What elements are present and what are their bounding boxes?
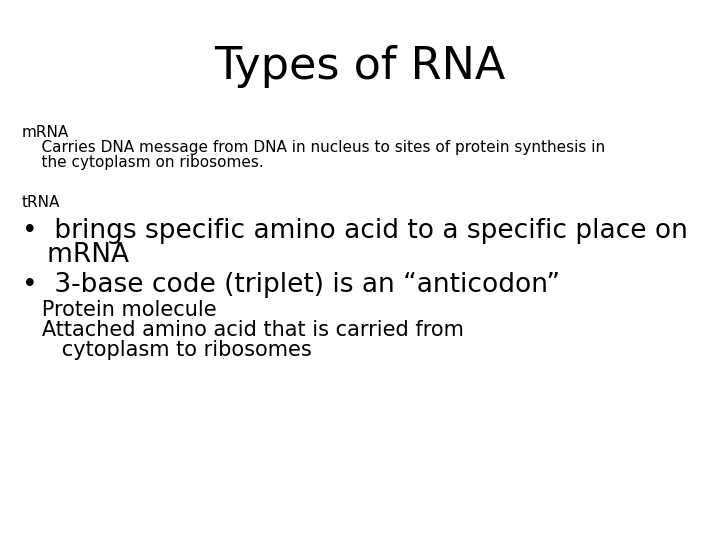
Text: tRNA: tRNA [22, 195, 60, 210]
Text: the cytoplasm on ribosomes.: the cytoplasm on ribosomes. [22, 155, 264, 170]
Text: Protein molecule: Protein molecule [22, 300, 217, 320]
Text: mRNA: mRNA [22, 242, 129, 268]
Text: Carries DNA message from DNA in nucleus to sites of protein synthesis in: Carries DNA message from DNA in nucleus … [22, 140, 605, 155]
Text: Types of RNA: Types of RNA [215, 45, 505, 88]
Text: •  3-base code (triplet) is an “anticodon”: • 3-base code (triplet) is an “anticodon… [22, 272, 560, 298]
Text: cytoplasm to ribosomes: cytoplasm to ribosomes [22, 340, 312, 360]
Text: •  brings specific amino acid to a specific place on: • brings specific amino acid to a specif… [22, 218, 688, 244]
Text: Attached amino acid that is carried from: Attached amino acid that is carried from [22, 320, 464, 340]
Text: mRNA: mRNA [22, 125, 69, 140]
